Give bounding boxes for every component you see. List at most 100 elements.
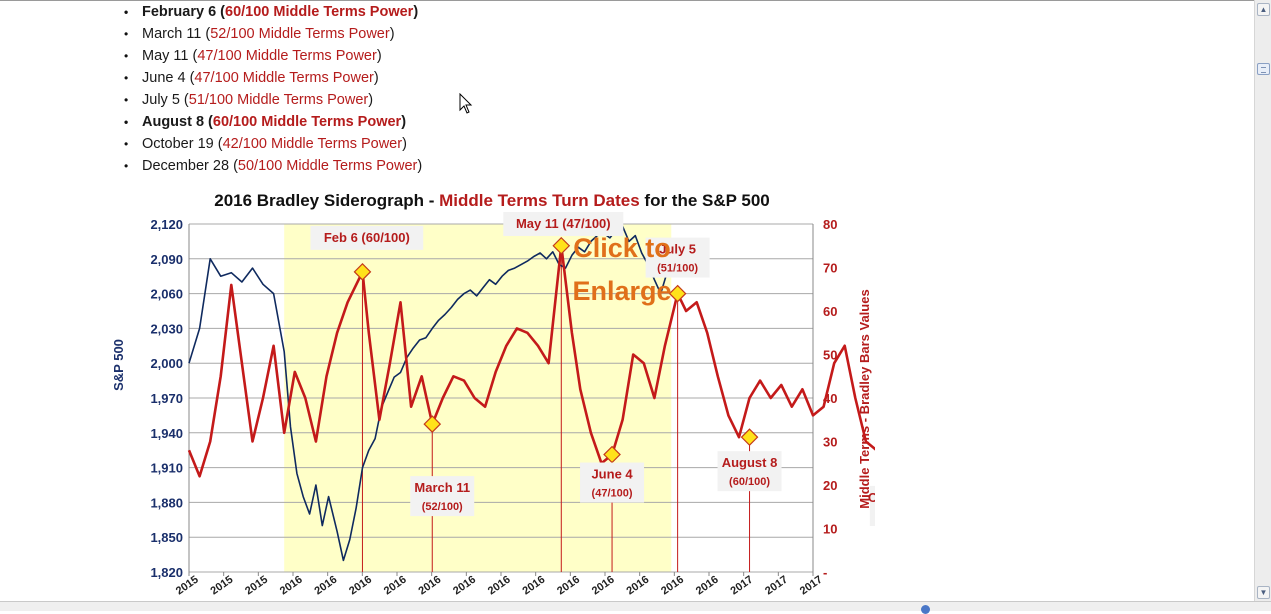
page-content: February 6 (60/100 Middle Terms Power)Ma… [0,0,1254,601]
paren-close: ) [376,48,382,64]
turn-label-text: October 19 [868,490,875,505]
left-tick-label: 1,850 [150,530,183,545]
turn-date: August 8 [142,114,205,130]
vertical-scrollbar[interactable]: ▲ ▼ [1254,0,1271,601]
globe-icon [921,605,930,614]
right-tick-label: 20 [823,478,837,493]
chart-series [187,225,875,562]
right-tick-label: 30 [823,435,837,450]
left-tick-label: 2,000 [150,356,183,371]
sp500-line [188,225,668,562]
turn-date: October 19 [142,136,214,152]
turn-marker-diamond [353,263,372,281]
left-tick-label: 1,910 [150,461,183,476]
turn-date-item: June 4 (47/100 Middle Terms Power) [124,67,422,89]
right-tick-label: 70 [823,261,837,276]
turn-label-text: Feb 6 (60/100) [324,230,410,245]
paren-close: ) [373,70,379,86]
bradley-chart-link[interactable]: 2016 Bradley Siderograph - Middle Terms … [109,189,875,601]
status-bar [0,601,1271,614]
paren-close: ) [402,136,407,152]
right-axis-label: Middle Terms - Bradley Bars Values [857,289,872,508]
turn-dates-list: February 6 (60/100 Middle Terms Power)Ma… [124,1,422,177]
turn-label-text: (52/100) [422,501,463,513]
turn-label-text: June 4 [591,467,633,482]
left-tick-label: 2,060 [150,287,183,302]
turn-label-text: May 11 (47/100) [516,216,611,231]
paren-open: ( [204,114,213,130]
turn-date: May 11 [142,48,189,64]
window-top-border [0,0,1254,1]
turn-date: March 11 [142,26,202,42]
turn-date: July 5 [142,92,180,108]
mouse-pointer-icon [459,93,473,114]
turn-power: 60/100 Middle Terms Power [225,4,414,20]
turn-power: 50/100 Middle Terms Power [237,158,418,174]
scroll-down-arrow-icon[interactable]: ▼ [1257,586,1270,599]
left-tick-label: 2,030 [150,321,183,336]
turn-label-text: (60/100) [729,476,770,488]
left-tick-label: 1,970 [150,391,183,406]
turn-date-item: July 5 (51/100 Middle Terms Power) [124,89,422,111]
right-tick-label: 80 [823,217,837,232]
turn-power: 51/100 Middle Terms Power [188,92,369,108]
left-axis-label: S&P 500 [111,339,126,391]
turn-date: February 6 [142,4,217,20]
turn-label-text: (47/100) [592,488,633,500]
turn-date-item: October 19 (42/100 Middle Terms Power) [124,133,422,155]
turn-power: 42/100 Middle Terms Power [222,136,403,152]
turn-power: 60/100 Middle Terms Power [212,114,402,130]
grip-icon [1261,67,1266,73]
turn-marker-diamond [668,284,687,303]
paren-open: ( [229,158,238,174]
left-tick-label: 1,880 [150,495,183,510]
click-to-enlarge-line1: Click to [573,233,671,263]
turn-date-item: August 8 (60/100 Middle Terms Power) [124,111,422,133]
paren-open: ( [188,48,198,64]
paren-close: ) [413,4,419,20]
paren-close: ) [417,158,423,174]
turn-label-box [410,476,475,517]
scroll-up-arrow-icon[interactable]: ▲ [1257,3,1270,16]
left-tick-label: 1,940 [150,426,183,441]
bradley-siderograph-chart: 2016 Bradley Siderograph - Middle Terms … [109,189,875,601]
right-tick-label: - [823,565,827,580]
right-tick-label: 10 [823,522,837,537]
turn-date-item: May 11 (47/100 Middle Terms Power) [124,45,422,67]
turn-marker-diamond [740,428,759,446]
left-tick-label: 2,090 [150,252,183,267]
paren-close: ) [368,92,374,108]
left-tick-label: 2,120 [150,217,183,232]
paren-open: ( [216,4,226,20]
turn-power: 47/100 Middle Terms Power [197,48,377,64]
turn-label-box [645,237,710,278]
left-tick-label: 1,820 [150,565,183,580]
turn-label-box [310,225,424,250]
paren-close: ) [401,114,407,130]
turn-date-item: December 28 (50/100 Middle Terms Power) [124,155,422,177]
paren-open: ( [201,26,211,42]
turn-label-text: (51/100) [657,263,698,275]
right-tick-label: 50 [823,348,837,363]
middle-terms-line [187,244,875,478]
turn-label-box [869,485,875,526]
scrollbar-thumb[interactable] [1257,63,1270,75]
turn-label-text: July 5 [659,242,696,257]
turn-marker-diamond [423,415,442,433]
turn-label-box [503,212,624,236]
paren-open: ( [213,136,223,152]
turn-marker-diamond [552,236,571,255]
turn-power: 47/100 Middle Terms Power [194,70,374,86]
turn-date: December 28 [142,158,230,174]
click-to-enlarge-line2: Enlarge [572,276,671,306]
turn-label-text: March 11 [414,480,470,495]
paren-open: ( [185,70,195,86]
turn-date-item: March 11 (52/100 Middle Terms Power) [124,23,422,45]
right-tick-label: 60 [823,304,837,319]
paren-open: ( [179,92,189,108]
paren-close: ) [389,26,395,42]
turn-label-text: August 8 [722,455,778,470]
turn-label-box [717,451,782,492]
chart-title: 2016 Bradley Siderograph - Middle Terms … [214,191,770,210]
turn-date-item: February 6 (60/100 Middle Terms Power) [124,1,422,23]
